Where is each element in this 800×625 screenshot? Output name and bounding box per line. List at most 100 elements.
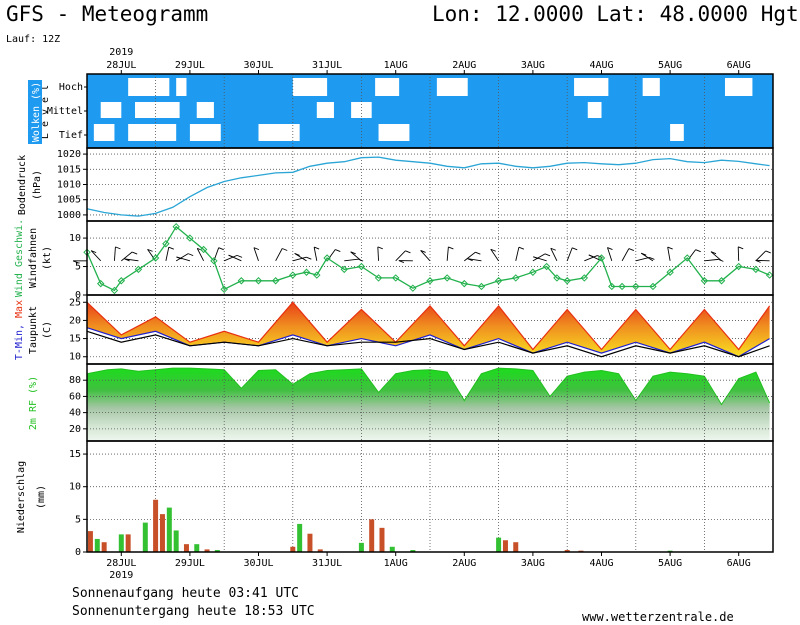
precip-bar-23 bbox=[496, 537, 502, 552]
humidity-ytick-label-40: 40 bbox=[69, 408, 81, 419]
wind-barb-25 bbox=[446, 246, 449, 261]
wind-speed-point-30 bbox=[529, 268, 537, 276]
wind-barb-flag-10 bbox=[218, 247, 224, 251]
wind-speed-point-37 bbox=[618, 282, 626, 291]
wind-barb-flag-33 bbox=[572, 247, 578, 251]
wind-speed-point-18 bbox=[323, 254, 331, 262]
wind-speed-line bbox=[86, 225, 770, 292]
bottom-xtick-label-6: 3AUG bbox=[521, 558, 545, 569]
wind-barb-flag-8 bbox=[176, 256, 182, 260]
precip-bar-5 bbox=[142, 522, 148, 552]
precip-bar-25 bbox=[513, 542, 519, 552]
top-xtick-label-0: 28JUL bbox=[106, 60, 136, 71]
dewpoint-line bbox=[86, 330, 770, 358]
wind-barb-flag-5 bbox=[147, 248, 153, 252]
wind-barb-29 bbox=[515, 247, 520, 261]
wind-barb-flag-41 bbox=[695, 249, 701, 253]
wind-speed-point-25 bbox=[443, 274, 451, 282]
wind-speed-point-5 bbox=[151, 254, 160, 262]
wind-barb-9 bbox=[196, 248, 205, 262]
precip-bar-0 bbox=[87, 531, 93, 552]
wind-speed-point-46 bbox=[765, 271, 774, 279]
humidity-line bbox=[86, 367, 771, 406]
wind-speed-point-43 bbox=[717, 277, 726, 285]
wind-barb-27 bbox=[467, 258, 482, 262]
wind-speed-point-12 bbox=[237, 277, 246, 285]
top-xtick-label-5: 2AUG bbox=[452, 60, 476, 71]
wind-speed-point-6 bbox=[162, 240, 170, 248]
precip-ylabel: Niederschlag bbox=[16, 461, 27, 533]
bottom-xtick-label-2: 30JUL bbox=[243, 558, 273, 569]
wind-speed-point-28 bbox=[494, 277, 503, 285]
wind-speed-point-15 bbox=[289, 271, 297, 279]
wind-speed-point-2 bbox=[110, 286, 119, 295]
wind-speed-point-3 bbox=[117, 277, 126, 285]
wind-speed-point-44 bbox=[734, 262, 743, 271]
wind-ylabel-part-0: Wind Geschwi. bbox=[14, 219, 25, 297]
pressure-ytick-label-1015: 1015 bbox=[57, 164, 81, 175]
humidity-area bbox=[87, 368, 770, 441]
cloud-level-axis-label: L e v e l bbox=[40, 85, 51, 139]
temperature-unit: (C) bbox=[42, 321, 53, 339]
wind-barb-1 bbox=[90, 250, 102, 262]
wind-speed-point-7 bbox=[172, 222, 180, 231]
wind-barb-flag-20 bbox=[350, 251, 356, 255]
wind-barb-flag-45 bbox=[765, 250, 771, 254]
model-run-label: Lauf: 12Z bbox=[6, 34, 61, 45]
wind-barb-flag-37 bbox=[628, 248, 635, 252]
precip-bar-18 bbox=[358, 542, 364, 552]
bottom-xtick-label-3: 31JUL bbox=[312, 558, 342, 569]
wind-barb-flag-13 bbox=[253, 247, 260, 251]
wind-barb-43 bbox=[710, 251, 722, 262]
wind-barb-flag-11 bbox=[236, 254, 243, 258]
wind-speed-point-22 bbox=[391, 274, 400, 282]
wind-speed-point-45 bbox=[752, 265, 760, 274]
pressure-ytick-label-1020: 1020 bbox=[57, 149, 81, 160]
wind-speed-point-13 bbox=[254, 277, 263, 285]
wind-barb-flag-32 bbox=[550, 247, 556, 251]
dewpoint-label-part-0: Taupunkt bbox=[28, 306, 39, 354]
cloud-ylabel-part-0: Wolken (%) bbox=[31, 82, 42, 142]
precipitation-ytick-label-0: 0 bbox=[75, 547, 81, 558]
humidity-ylabel-part-0: 2m RF (%) bbox=[28, 376, 39, 430]
wind-barb-32 bbox=[550, 248, 558, 262]
precip-bar-2 bbox=[101, 542, 107, 552]
temperature-ylabel-part-1: Max bbox=[14, 300, 25, 324]
top-xtick-label-8: 5AUG bbox=[658, 60, 682, 71]
precip-bar-22 bbox=[410, 550, 416, 552]
temperature-ylabel: T-Min, Max bbox=[14, 300, 25, 360]
wind-barb-flag-36 bbox=[607, 247, 613, 250]
source-link[interactable]: www.wetterzentrale.de bbox=[582, 610, 734, 624]
wind-barb-28 bbox=[490, 248, 499, 262]
precip-bar-4 bbox=[125, 534, 131, 552]
precip-bar-3 bbox=[118, 534, 124, 552]
wind-barb-22 bbox=[395, 250, 406, 262]
wind-unit-part-0: (kt) bbox=[42, 246, 53, 270]
wind-speed-point-23 bbox=[409, 284, 417, 292]
precipitation-ytick-label-5: 5 bbox=[75, 514, 81, 525]
bottom-year-label: 2019 bbox=[109, 570, 133, 581]
wind-speed-point-19 bbox=[340, 265, 348, 274]
precip-bar-15 bbox=[297, 523, 303, 552]
pressure-line bbox=[86, 156, 770, 217]
wind-barb-flag-12 bbox=[228, 254, 234, 258]
wind-speed-point-41 bbox=[683, 254, 691, 262]
pressure-ytick-label-1010: 1010 bbox=[57, 180, 81, 191]
precip-bar-20 bbox=[379, 527, 385, 552]
wind-speed-point-38 bbox=[632, 282, 640, 291]
wind-speed-point-17 bbox=[313, 271, 321, 279]
sunset-text: Sonnenuntergang heute 18:53 UTC bbox=[72, 604, 315, 619]
temperature-ytick-label-25: 25 bbox=[69, 297, 81, 308]
wind-barb-21 bbox=[377, 246, 379, 261]
sunrise-text: Sonnenaufgang heute 03:41 UTC bbox=[72, 586, 299, 601]
wind-speed-point-4 bbox=[134, 265, 143, 274]
wind-speed-point-24 bbox=[426, 277, 434, 285]
wind-barb-flag-31 bbox=[533, 256, 539, 260]
dewpoint-label: Taupunkt bbox=[28, 306, 39, 354]
wind-barb-42 bbox=[704, 258, 719, 262]
wind-speed-point-32 bbox=[553, 274, 561, 282]
humidity-ylabel: 2m RF (%) bbox=[28, 376, 39, 430]
wind-barb-flag-29 bbox=[518, 246, 525, 250]
wind-barb-flag-18 bbox=[335, 249, 341, 252]
